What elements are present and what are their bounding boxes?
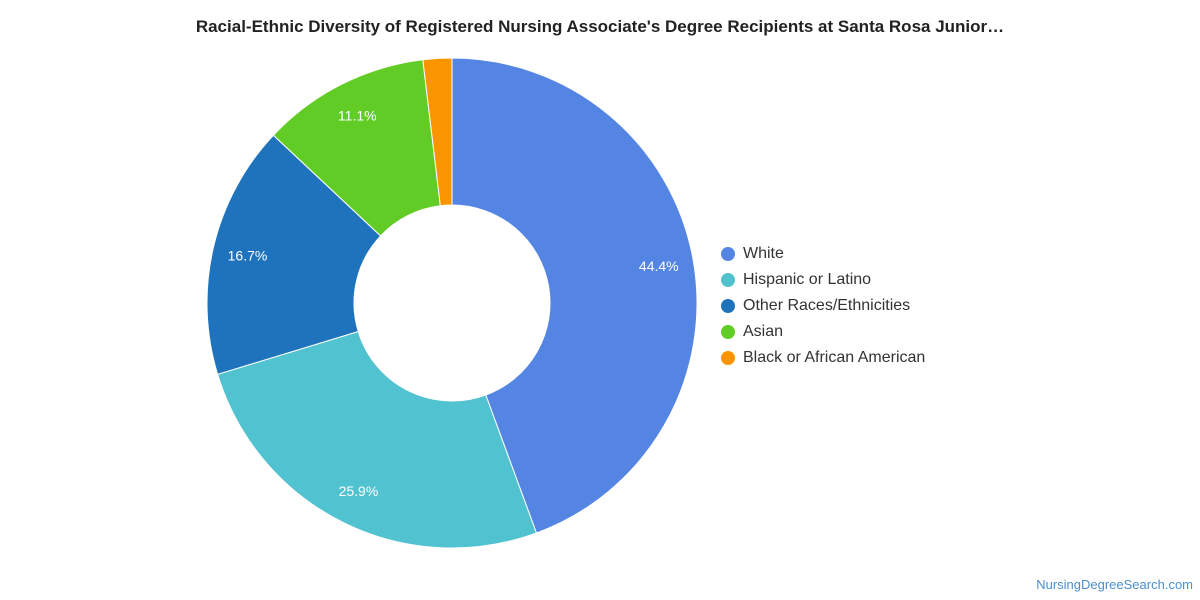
legend-item-black-or-african-american[interactable]: Black or African American [721,345,925,371]
legend-label: Hispanic or Latino [743,271,872,288]
slice-label-hispanic-or-latino: 25.9% [339,483,379,499]
source-credit-link[interactable]: NursingDegreeSearch.com [1036,577,1193,592]
legend-swatch-icon [721,247,735,261]
legend-label: White [743,245,784,262]
chart-legend: White Hispanic or Latino Other Races/Ethni… [721,241,925,371]
slice-asian[interactable] [272,59,441,237]
legend-swatch-icon [721,273,735,287]
chart-title: Racial-Ethnic Diversity of Registered Nu… [195,17,1005,36]
legend-item-white[interactable]: White [721,241,925,267]
slice-hispanic-or-latino[interactable] [216,330,538,549]
slice-white[interactable] [451,57,698,534]
legend-swatch-icon [721,299,735,313]
legend-swatch-icon [721,325,735,339]
legend-label: Black or African American [743,349,926,366]
slice-label-white: 44.4% [639,258,679,274]
slice-black-or-african-american[interactable] [422,57,453,207]
slice-label-asian: 11.1% [338,108,377,124]
legend-item-other-races-ethnicities[interactable]: Other Races/Ethnicities [721,293,925,319]
slice-other-races-ethnicities[interactable] [206,134,382,375]
legend-label: Asian [743,323,784,340]
legend-swatch-icon [721,351,735,365]
legend-item-hispanic-or-latino[interactable]: Hispanic or Latino [721,267,925,293]
legend-label: Other Races/Ethnicities [743,297,911,314]
slice-label-other-races-ethnicities: 16.7% [228,247,268,263]
legend-item-asian[interactable]: Asian [721,319,925,345]
